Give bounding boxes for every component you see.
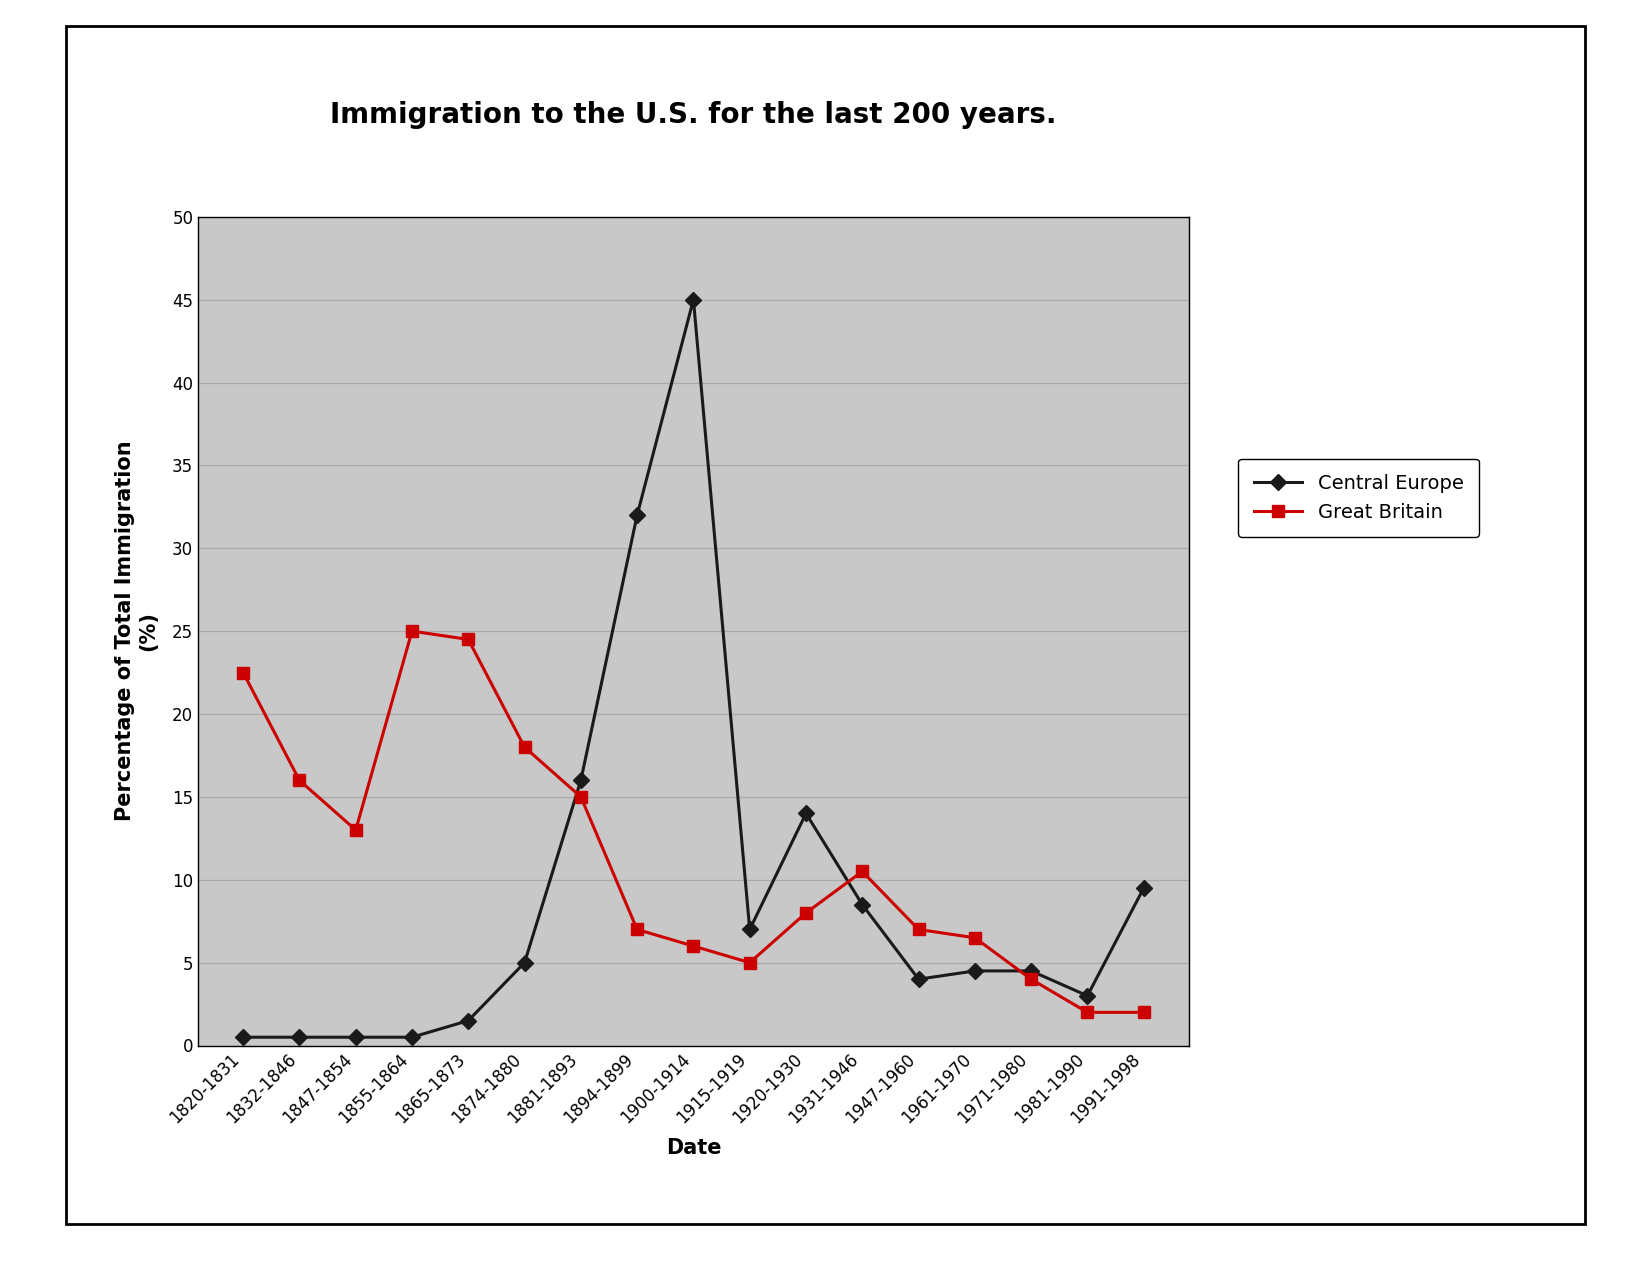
Great Britain <box>403 623 423 639</box>
Great Britain <box>571 789 591 805</box>
Great Britain <box>740 955 759 970</box>
Line: Central Europe: Central Europe <box>238 295 1149 1043</box>
Central Europe <box>1078 988 1098 1003</box>
Great Britain <box>1022 972 1042 987</box>
Central Europe <box>740 922 759 937</box>
Central Europe <box>571 773 591 788</box>
Central Europe <box>515 955 535 970</box>
Great Britain <box>515 740 535 755</box>
Great Britain <box>684 938 703 954</box>
Central Europe <box>964 964 984 979</box>
Central Europe <box>908 972 928 987</box>
Great Britain <box>796 905 816 921</box>
Great Britain <box>289 773 309 788</box>
Great Britain <box>233 666 253 681</box>
Central Europe <box>627 507 647 523</box>
Central Europe <box>403 1030 423 1046</box>
Text: Immigration to the U.S. for the last 200 years.: Immigration to the U.S. for the last 200… <box>330 101 1057 129</box>
Central Europe <box>852 898 872 913</box>
Great Britain <box>908 922 928 937</box>
Central Europe <box>459 1012 479 1028</box>
Central Europe <box>684 292 703 307</box>
Great Britain <box>627 922 647 937</box>
Great Britain <box>1078 1005 1098 1020</box>
Central Europe <box>233 1030 253 1046</box>
Great Britain <box>964 931 984 946</box>
X-axis label: Date: Date <box>665 1139 721 1158</box>
Central Europe <box>1134 880 1154 895</box>
Great Britain <box>459 632 479 648</box>
Great Britain <box>1134 1005 1154 1020</box>
Central Europe <box>796 806 816 821</box>
Great Britain <box>345 822 365 838</box>
Central Europe <box>1022 964 1042 979</box>
Great Britain <box>852 864 872 880</box>
Central Europe <box>345 1030 365 1046</box>
Legend: Central Europe, Great Britain: Central Europe, Great Britain <box>1238 459 1479 537</box>
Line: Great Britain: Great Britain <box>238 626 1149 1017</box>
Central Europe <box>289 1030 309 1046</box>
Y-axis label: Percentage of Total Immigration
(%): Percentage of Total Immigration (%) <box>116 441 158 821</box>
